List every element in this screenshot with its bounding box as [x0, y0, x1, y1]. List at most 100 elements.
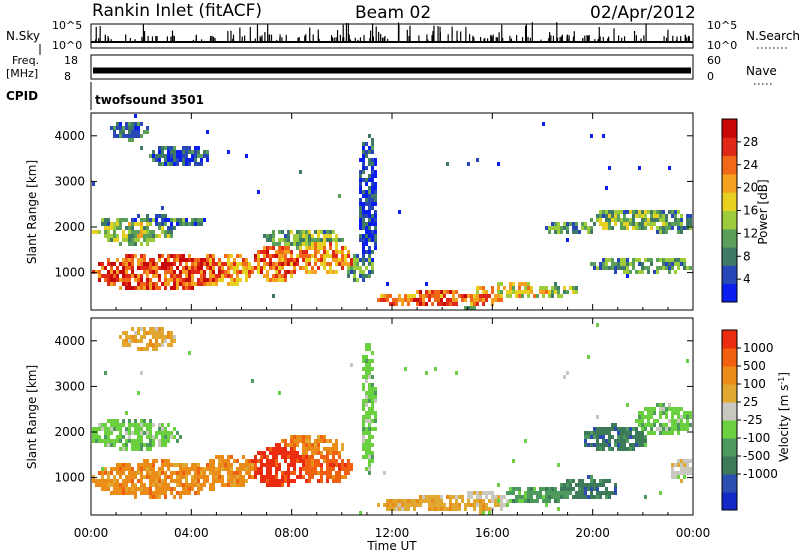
heatmap-cell [344, 254, 347, 258]
heatmap-cell [416, 499, 419, 503]
heatmap-cell [113, 134, 116, 138]
heatmap-cell [575, 222, 578, 226]
heatmap-cell [344, 262, 347, 266]
heatmap-cell [311, 447, 314, 451]
heatmap-cell [218, 266, 221, 270]
heatmap-cell [314, 270, 317, 274]
heatmap-cell [434, 298, 437, 302]
heatmap-cell [362, 399, 365, 403]
heatmap-cell [371, 230, 374, 234]
heatmap-cell [275, 242, 278, 246]
heatmap-cell [596, 443, 599, 447]
heatmap-cell [527, 487, 530, 491]
heatmap-cell [563, 290, 566, 294]
heatmap-cell [437, 294, 440, 298]
heatmap-cell [134, 222, 137, 226]
heatmap-cell [362, 274, 365, 278]
heatmap-cell [188, 483, 191, 487]
heatmap-cell [131, 258, 134, 262]
heatmap-cell [554, 491, 557, 495]
heatmap-cell [272, 242, 275, 246]
heatmap-cell [233, 282, 236, 286]
heatmap-cell [140, 483, 143, 487]
heatmap-cell [353, 270, 356, 274]
heatmap-cell [689, 218, 692, 222]
heatmap-cell [368, 423, 371, 427]
heatmap-cell [107, 431, 110, 435]
heatmap-cell [677, 471, 680, 475]
heatmap-cell [638, 423, 641, 427]
heatmap-cell [479, 499, 482, 503]
heatmap-cell [287, 455, 290, 459]
heatmap-cell [137, 230, 140, 234]
heatmap-cell [143, 331, 146, 335]
heatmap-cell [185, 282, 188, 286]
heatmap-cell [569, 487, 572, 491]
heatmap-cell [128, 423, 131, 427]
heatmap-cell [134, 238, 137, 242]
heatmap-cell [644, 495, 647, 499]
heatmap-cell [644, 214, 647, 218]
heatmap-cell [284, 459, 287, 463]
heatmap-cell [656, 427, 659, 431]
heatmap-cell [194, 150, 197, 154]
heatmap-cell [254, 475, 257, 479]
heatmap-cell [302, 238, 305, 242]
heatmap-cell [116, 435, 119, 439]
heatmap-cell [569, 491, 572, 495]
heatmap-cell [548, 294, 551, 298]
heatmap-cell [410, 298, 413, 302]
heatmap-cell [161, 331, 164, 335]
x-tick-label: 16:00 [475, 526, 510, 540]
heatmap-cell [104, 435, 107, 439]
heatmap-cell [167, 282, 170, 286]
heatmap-cell [383, 471, 386, 475]
heatmap-cell [614, 443, 617, 447]
heatmap-cell [167, 158, 170, 162]
heatmap-cell [641, 222, 644, 226]
heatmap-cell [143, 335, 146, 339]
heatmap-cell [161, 343, 164, 347]
heatmap-cell [170, 154, 173, 158]
heatmap-cell [689, 266, 692, 270]
heatmap-cell [341, 266, 344, 270]
heatmap-cell [524, 491, 527, 495]
heatmap-cell [113, 419, 116, 423]
heatmap-cell [140, 443, 143, 447]
heatmap-cell [146, 463, 149, 467]
heatmap-cell [368, 383, 371, 387]
heatmap-cell [656, 230, 659, 234]
colorbar-tick-label: 100 [743, 377, 766, 391]
heatmap-cell [290, 262, 293, 266]
heatmap-cell [239, 270, 242, 274]
nsearch-label: N.Search [746, 29, 800, 43]
heatmap-cell [266, 238, 269, 242]
heatmap-cell [122, 331, 125, 335]
heatmap-cell [659, 230, 662, 234]
heatmap-cell [266, 270, 269, 274]
heatmap-cell [359, 190, 362, 194]
heatmap-cell [674, 471, 677, 475]
heatmap-cell [128, 122, 131, 126]
heatmap-cell [614, 210, 617, 214]
heatmap-cell [464, 507, 467, 511]
heatmap-cell [170, 274, 173, 278]
heatmap-cell [227, 475, 230, 479]
heatmap-cell [326, 270, 329, 274]
heatmap-cell [209, 254, 212, 258]
heatmap-cell [323, 246, 326, 250]
heatmap-cell [341, 262, 344, 266]
heatmap-cell [341, 258, 344, 262]
heatmap-cell [497, 483, 500, 487]
heatmap-cell [458, 294, 461, 298]
heatmap-cell [554, 282, 557, 286]
heatmap-cell [362, 439, 365, 443]
heatmap-cell [170, 491, 173, 495]
heatmap-cell [362, 214, 365, 218]
heatmap-cell [392, 503, 395, 507]
heatmap-cell [167, 234, 170, 238]
heatmap-cell [365, 214, 368, 218]
heatmap-cell [671, 431, 674, 435]
heatmap-cell [272, 262, 275, 266]
heatmap-cell [161, 479, 164, 483]
